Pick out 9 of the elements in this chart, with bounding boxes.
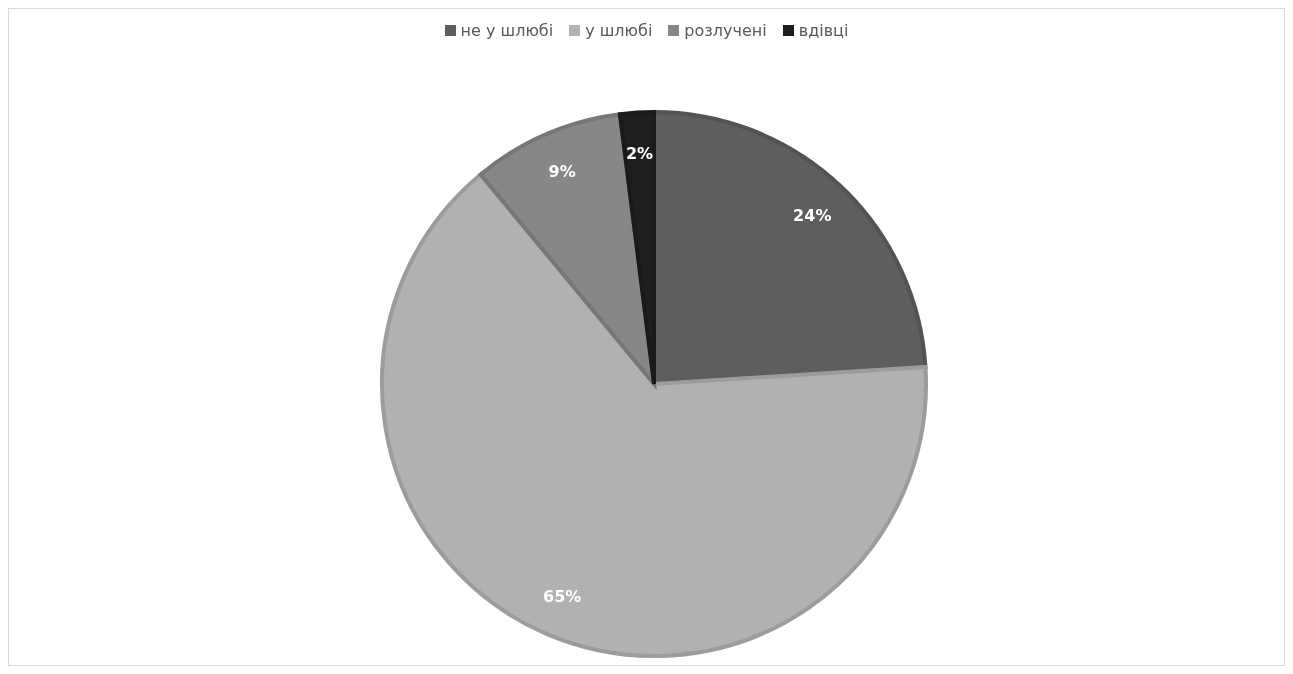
data-label: 2% <box>625 143 654 163</box>
legend-label: не у шлюбі <box>460 21 554 40</box>
data-label: 9% <box>548 162 576 182</box>
data-label: 65% <box>543 586 582 606</box>
legend-label: у шлюбі <box>585 21 653 40</box>
legend-label: розлучені <box>684 21 767 40</box>
pie-slice <box>617 110 656 386</box>
legend-label: вдівці <box>798 21 849 40</box>
data-label: 24% <box>793 205 832 225</box>
